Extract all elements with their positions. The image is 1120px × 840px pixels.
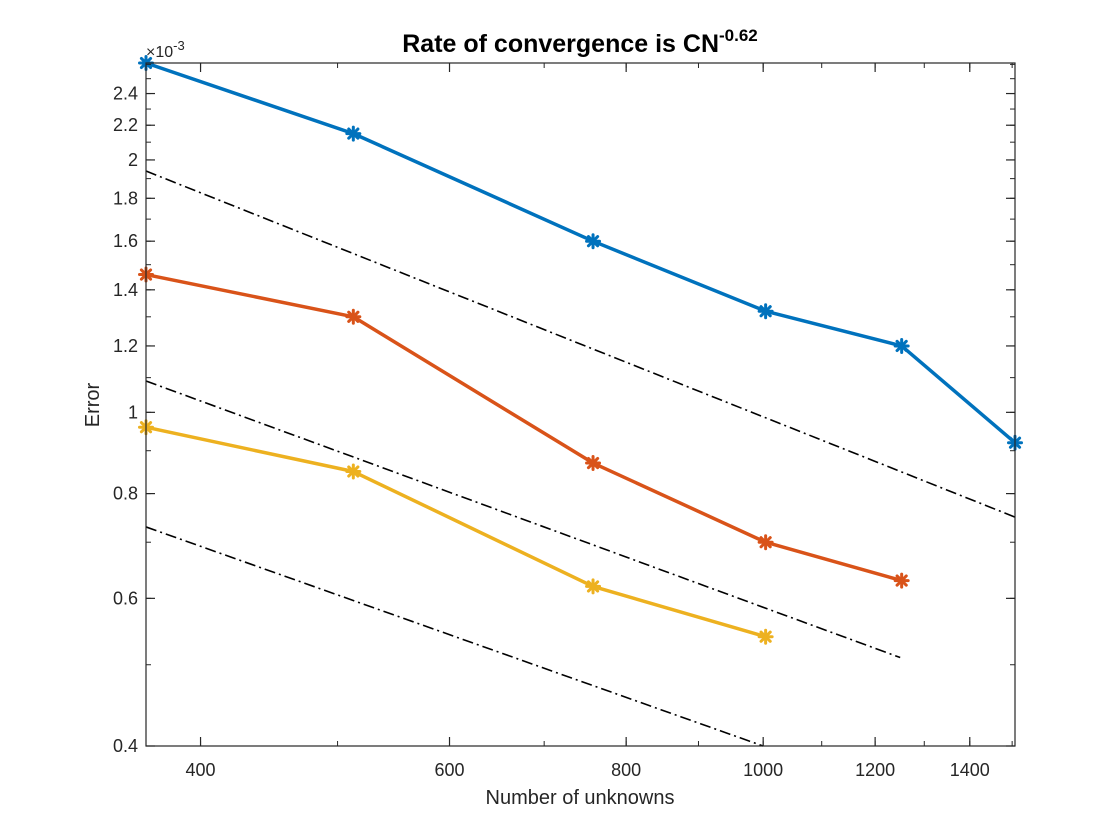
series-1-marker-4-stroke-4	[759, 305, 772, 318]
series-2-marker-5-stroke-4	[895, 574, 908, 587]
series-3-marker-2	[345, 463, 362, 480]
y-tick-label-7: 1.6	[113, 231, 138, 251]
data-series	[138, 55, 1023, 645]
series-1-marker-4	[757, 303, 774, 320]
series-1-marker-5-stroke-4	[895, 339, 908, 353]
series-2-marker-4-stroke-4	[759, 536, 772, 549]
x-tick-label-4: 1000	[743, 760, 783, 780]
series-3-marker-3-stroke-4	[586, 580, 600, 593]
chart-title-exponent: -0.62	[719, 26, 758, 45]
series-1-marker-3-stroke-4	[586, 235, 600, 248]
y-tick-label-8: 1.8	[113, 188, 138, 208]
x-tick-label-1: 400	[186, 760, 216, 780]
x-tick-label-3: 800	[611, 760, 641, 780]
series-3-marker-4	[757, 628, 774, 645]
series-1-line	[144, 61, 1017, 445]
x-axis-label: Number of unknowns	[486, 787, 675, 809]
series-1-marker-2	[345, 125, 362, 142]
series-3-line	[144, 425, 768, 639]
series-2-marker-2-stroke-4	[347, 310, 360, 323]
series-2-marker-3	[585, 455, 602, 472]
y-tick-label-10: 2.2	[113, 115, 138, 135]
y-tick-label-11: 2.4	[113, 84, 138, 104]
series-1-marker-3	[585, 233, 602, 250]
series-3-marker-4-stroke-4	[759, 630, 772, 643]
chart-title: Rate of convergence is CN-0.62	[402, 26, 758, 58]
y-tick-label-6: 1.4	[113, 280, 138, 300]
series-1-marker-5	[893, 337, 910, 354]
y-tick-label-1: 0.4	[113, 736, 138, 756]
y-axis-label: Error	[82, 382, 104, 427]
y-tick-label-9: 2	[128, 150, 138, 170]
y-tick-label-4: 1	[128, 402, 138, 422]
y-tick-label-2: 0.6	[113, 588, 138, 608]
x-tick-label-6: 1400	[950, 760, 990, 780]
chart-title-base: Rate of convergence is CN	[402, 30, 719, 58]
axes-box	[145, 62, 1016, 747]
reference-line-2	[145, 380, 901, 659]
y-exponent-label: ×10-3	[146, 38, 185, 61]
series-1-marker-2-stroke-4	[347, 127, 360, 140]
series-3-marker-2-stroke-4	[347, 465, 360, 478]
series-3-marker-3	[585, 578, 602, 595]
series-2-marker-4	[757, 534, 774, 551]
series-2-marker-3-stroke-4	[586, 456, 600, 470]
y-tick-label-3: 0.8	[113, 484, 138, 504]
series-2-marker-5	[893, 572, 910, 589]
reference-lines	[145, 170, 1016, 747]
axes: 400 600 800 1000 1200 1400 0.4 0.6 0.8 1 1.2 1.4 1.6…	[113, 62, 1016, 780]
reference-line-3	[145, 526, 764, 747]
y-tick-label-5: 1.2	[113, 336, 138, 356]
series-2-marker-2	[345, 308, 362, 325]
y-exponent-base: ×10	[146, 44, 173, 61]
x-tick-label-2: 600	[434, 760, 464, 780]
reference-line-1	[145, 170, 1016, 518]
y-exponent-power: -3	[173, 38, 185, 53]
x-tick-label-5: 1200	[855, 760, 895, 780]
